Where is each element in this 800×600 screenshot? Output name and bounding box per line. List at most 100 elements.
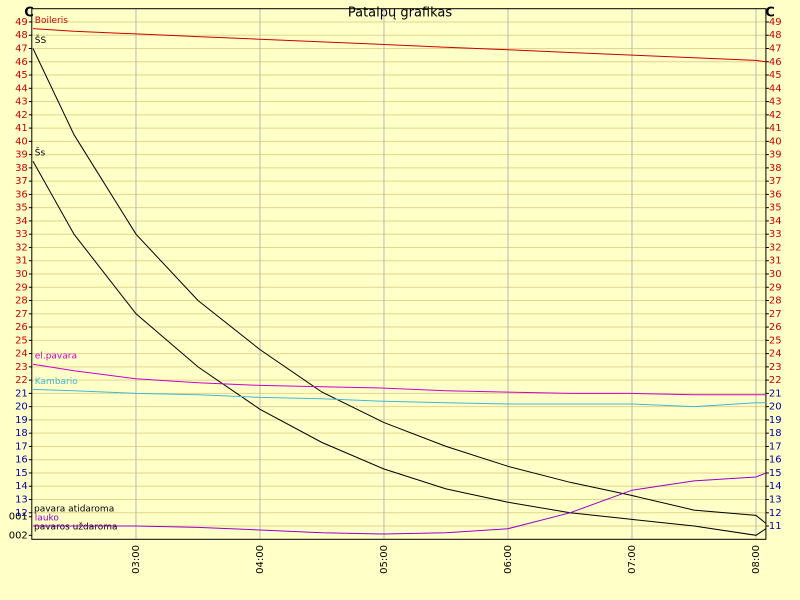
annotation: pavara atidaroma xyxy=(34,505,114,515)
y-tick-label: 002 xyxy=(9,530,28,541)
y2-axis-label: C xyxy=(765,6,775,21)
x-tick-label: 03:00 xyxy=(131,545,142,574)
y-tick-label: 35 xyxy=(15,203,28,214)
chart-title: Patalpų grafikas xyxy=(348,6,453,21)
y-tick-label: 001 xyxy=(9,512,28,523)
y-tick-label: 49 xyxy=(15,17,28,28)
y2-tick-label: 41 xyxy=(769,123,782,134)
y-tick-label: 42 xyxy=(15,110,28,121)
y-tick-label: 27 xyxy=(15,309,28,320)
legend-label: Kambario xyxy=(35,377,78,387)
y2-tick-label: 14 xyxy=(769,481,782,492)
y-tick-label: 15 xyxy=(15,468,28,479)
series-line xyxy=(32,28,766,63)
y-tick-label: 20 xyxy=(15,402,28,413)
y2-tick-label: 25 xyxy=(769,335,782,346)
x-tick-label: 07:00 xyxy=(627,545,638,574)
y-tick-label: 21 xyxy=(15,388,28,399)
y-tick-label: 23 xyxy=(15,362,28,373)
y2-tick-label: 42 xyxy=(769,110,782,121)
legend-label: Šs xyxy=(35,147,46,159)
y2-tick-label: 28 xyxy=(769,296,782,307)
y2-tick-label: 37 xyxy=(769,176,782,187)
y2-tick-label: 32 xyxy=(769,242,782,253)
y-tick-label: 13 xyxy=(15,495,28,506)
y2-tick-label: 12 xyxy=(769,508,782,519)
y2-tick-label: 33 xyxy=(769,229,782,240)
series-line xyxy=(32,160,767,536)
y-tick-label: 28 xyxy=(15,296,28,307)
y2-tick-label: 49 xyxy=(769,17,782,28)
y2-tick-label: 15 xyxy=(769,468,782,479)
y-tick-label: 48 xyxy=(15,30,28,41)
series-line xyxy=(33,472,767,535)
y-tick-label: 30 xyxy=(15,269,28,280)
y2-tick-label: 20 xyxy=(769,402,782,413)
y-tick-label: 47 xyxy=(15,43,28,54)
y2-tick-label: 27 xyxy=(769,309,782,320)
series-line xyxy=(32,48,767,524)
y2-tick-label: 23 xyxy=(769,362,782,373)
y2-tick-label: 19 xyxy=(769,415,782,426)
y2-tick-label: 22 xyxy=(769,375,782,386)
y-tick-label: 41 xyxy=(15,123,28,134)
y-tick-label: 45 xyxy=(15,70,28,81)
y2-tick-label: 47 xyxy=(769,43,782,54)
x-tick-label: 05:00 xyxy=(379,545,390,574)
y-tick-label: 29 xyxy=(15,282,28,293)
legend-label: Boileris xyxy=(35,16,68,26)
y2-tick-label: 26 xyxy=(769,322,782,333)
series-line xyxy=(32,363,766,396)
y2-tick-label: 43 xyxy=(769,97,782,108)
y-tick-label: 16 xyxy=(15,455,28,466)
y-tick-label: 43 xyxy=(15,97,28,108)
y-tick-label: 26 xyxy=(15,322,28,333)
x-tick-label: 08:00 xyxy=(751,545,762,574)
y2-tick-label: 31 xyxy=(769,256,782,267)
legend-label: ŠS xyxy=(35,34,47,46)
plot-frame xyxy=(31,8,767,540)
y2-tick-label: 21 xyxy=(769,388,782,399)
y-tick-label: 32 xyxy=(15,242,28,253)
y2-tick-label: 46 xyxy=(769,57,782,68)
y2-tick-label: 30 xyxy=(769,269,782,280)
y-tick-label: 12 xyxy=(15,508,28,519)
y2-tick-label: 38 xyxy=(769,163,782,174)
x-tick-label: 06:00 xyxy=(503,545,514,574)
y-tick-label: 37 xyxy=(15,176,28,187)
y-tick-label: 40 xyxy=(15,136,28,147)
x-tick-label: 04:00 xyxy=(255,545,266,574)
y2-tick-label: 39 xyxy=(769,150,782,161)
y-tick-label: 31 xyxy=(15,256,28,267)
y2-tick-label: 16 xyxy=(769,455,782,466)
y-tick-label: 33 xyxy=(15,229,28,240)
y2-tick-label: 36 xyxy=(769,189,782,200)
y2-tick-label: 45 xyxy=(769,70,782,81)
y-axis-label: C xyxy=(24,6,34,21)
y-tick-label: 19 xyxy=(15,415,28,426)
y2-tick-label: 40 xyxy=(769,136,782,147)
legend-label: lauko xyxy=(35,514,60,524)
y2-tick-label: 24 xyxy=(769,349,782,360)
y-tick-label: 14 xyxy=(15,481,28,492)
series-line xyxy=(32,388,766,408)
y2-tick-label: 44 xyxy=(769,83,782,94)
y-tick-label: 25 xyxy=(15,335,28,346)
annotation: pavaros uždaroma xyxy=(34,523,118,533)
y2-tick-label: 13 xyxy=(769,495,782,506)
y-tick-label: 17 xyxy=(15,441,28,452)
y-tick-label: 38 xyxy=(15,163,28,174)
y-tick-label: 34 xyxy=(15,216,28,227)
y-tick-label: 24 xyxy=(15,349,28,360)
y-tick-label: 18 xyxy=(15,428,28,439)
legend-label: el.pavara xyxy=(35,352,77,362)
y2-tick-label: 35 xyxy=(769,203,782,214)
y-tick-label: 44 xyxy=(15,83,28,94)
y-tick-label: 36 xyxy=(15,189,28,200)
y-tick-label: 46 xyxy=(15,57,28,68)
y2-tick-label: 17 xyxy=(769,441,782,452)
y2-tick-label: 29 xyxy=(769,282,782,293)
